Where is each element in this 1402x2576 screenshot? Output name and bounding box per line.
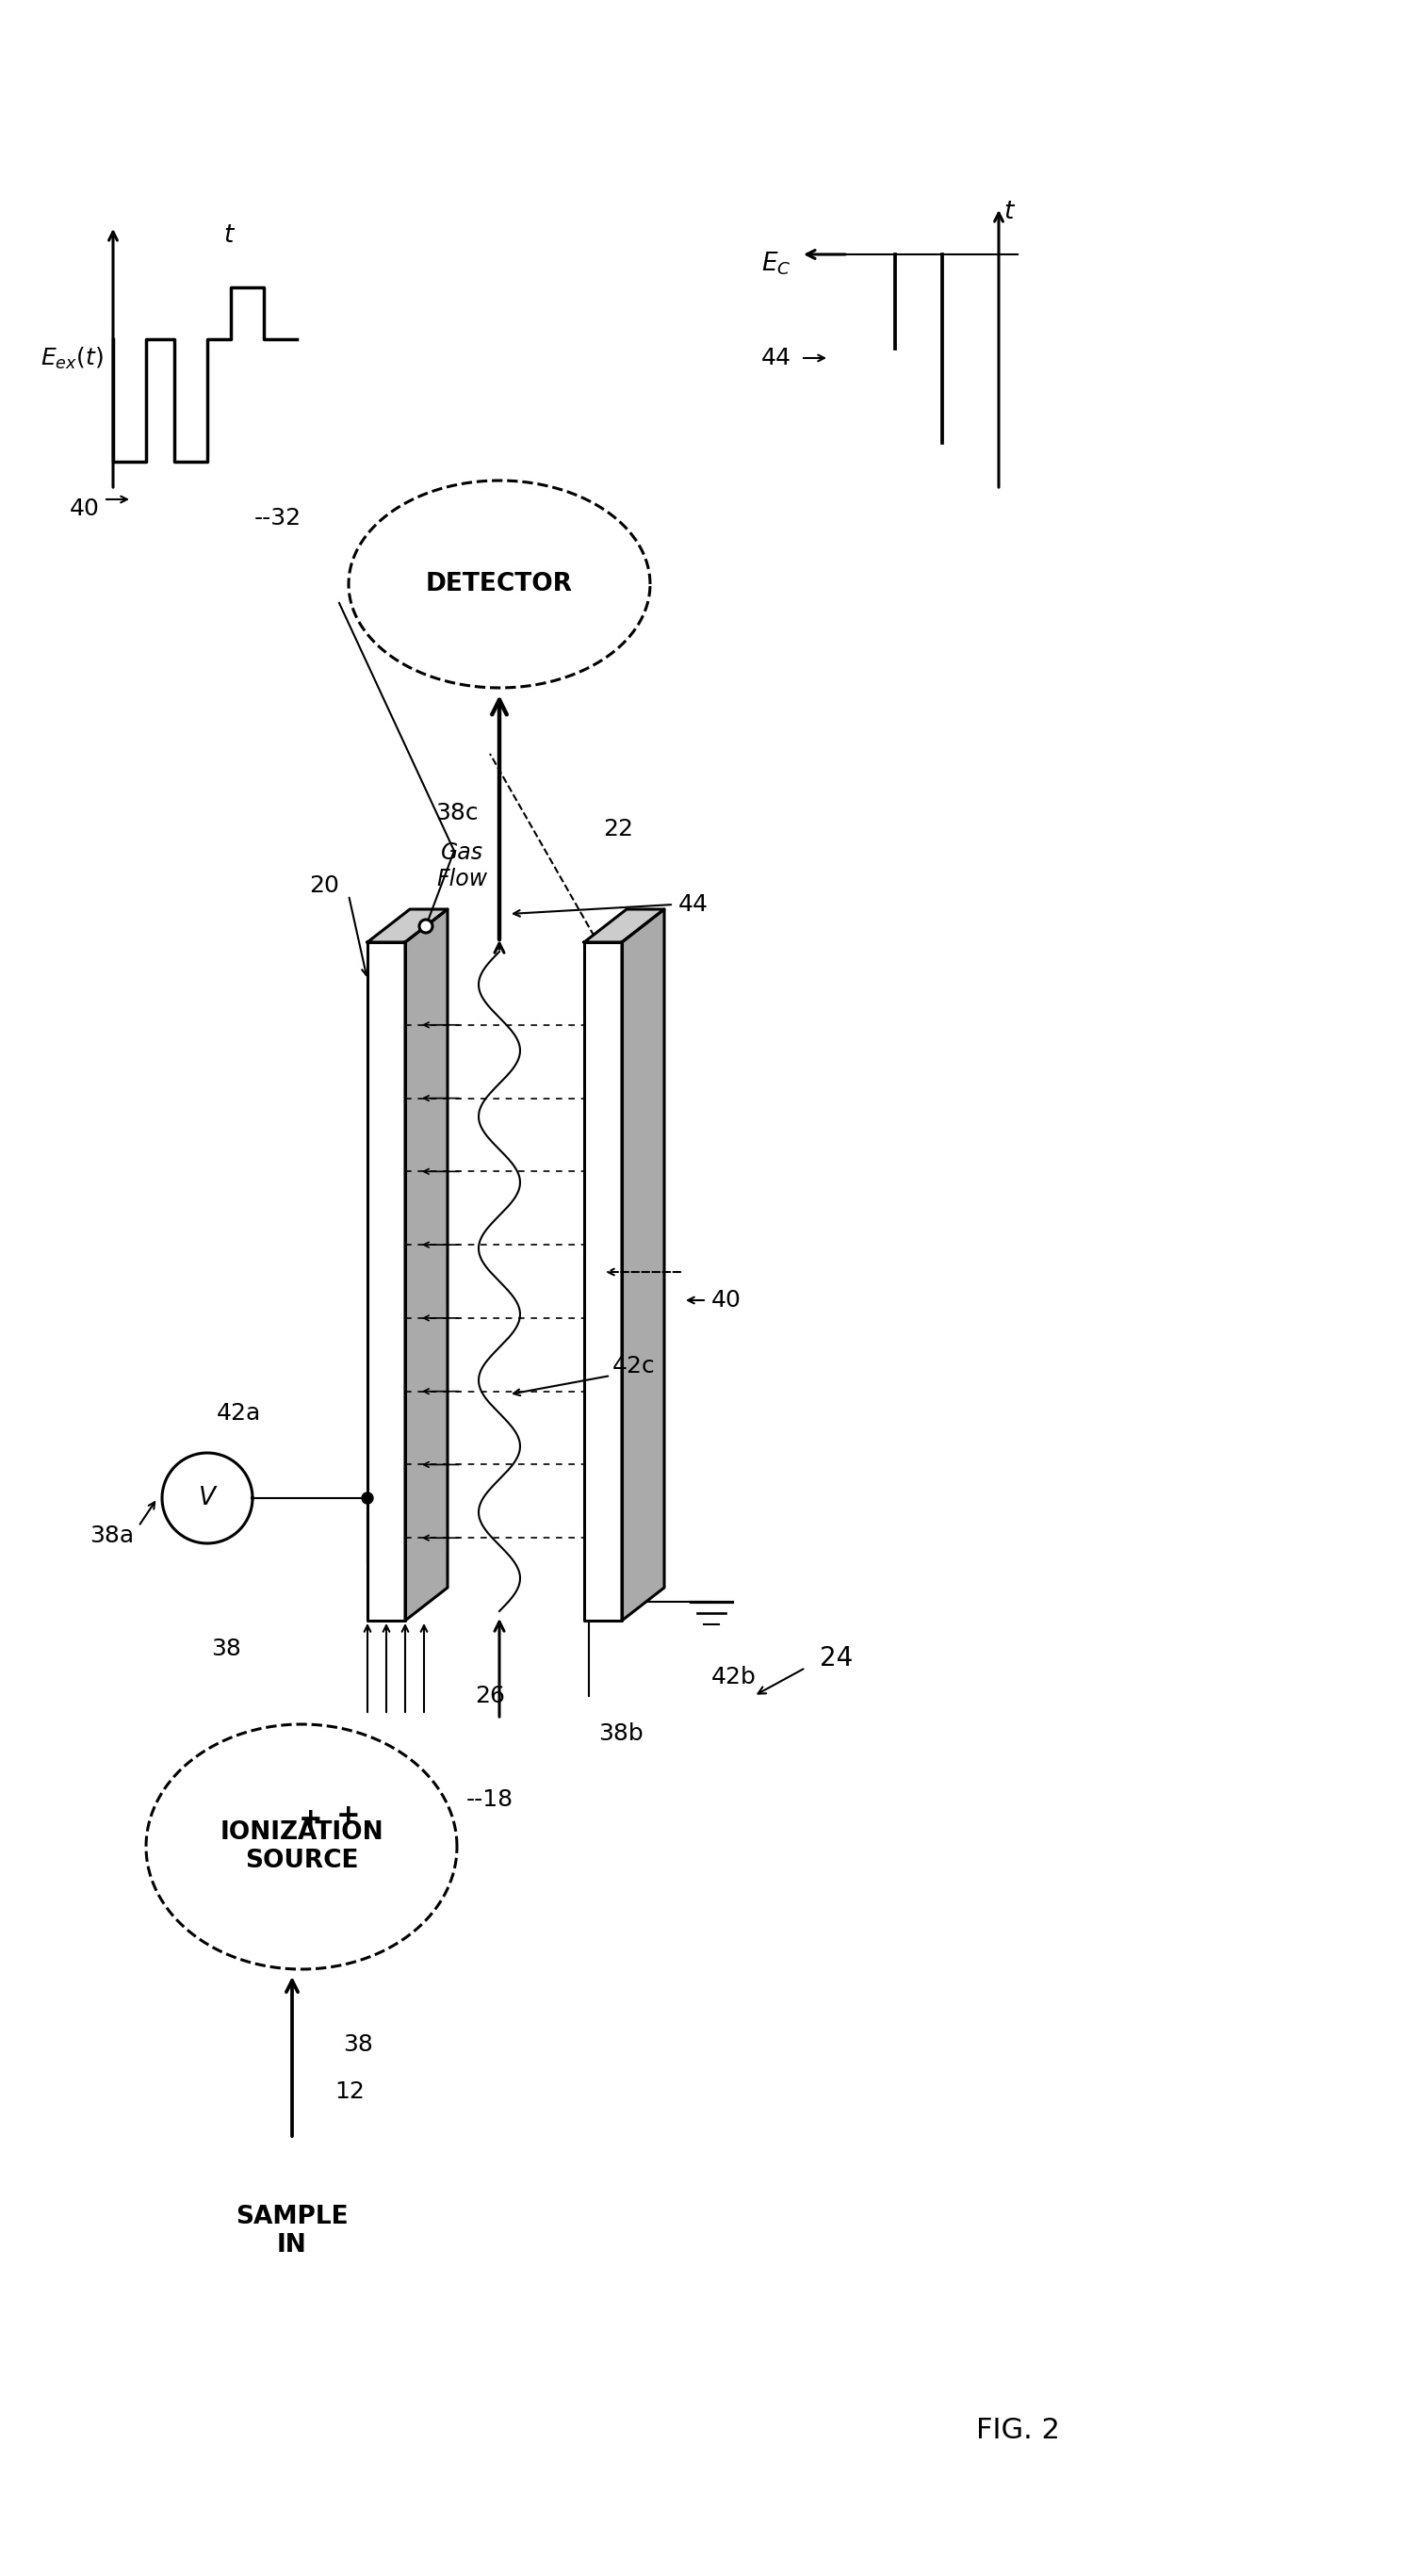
- Polygon shape: [349, 482, 651, 688]
- Circle shape: [362, 1492, 373, 1504]
- Text: $E_C$: $E_C$: [761, 250, 792, 278]
- Circle shape: [419, 920, 432, 933]
- Text: 42c: 42c: [613, 1355, 656, 1378]
- Text: 24: 24: [820, 1646, 852, 1672]
- Text: --18: --18: [467, 1788, 513, 1811]
- Text: SAMPLE
IN: SAMPLE IN: [236, 2205, 349, 2257]
- Polygon shape: [163, 1453, 252, 1543]
- Text: t: t: [223, 224, 233, 247]
- Text: 38a: 38a: [90, 1525, 133, 1548]
- Text: 22: 22: [603, 817, 634, 840]
- Text: 26: 26: [475, 1685, 505, 1708]
- Text: 38b: 38b: [599, 1723, 644, 1744]
- Text: 38: 38: [343, 2032, 373, 2056]
- Text: $E_{ex}(t)$: $E_{ex}(t)$: [41, 345, 104, 371]
- Text: V: V: [199, 1486, 216, 1510]
- Text: 40: 40: [711, 1288, 742, 1311]
- Text: 42b: 42b: [711, 1667, 757, 1687]
- Text: +: +: [336, 1803, 360, 1829]
- Polygon shape: [146, 1723, 457, 1968]
- Text: 38: 38: [212, 1638, 241, 1659]
- Text: IONIZATION
SOURCE: IONIZATION SOURCE: [220, 1821, 383, 1873]
- Polygon shape: [367, 909, 447, 943]
- Text: Gas
Flow: Gas Flow: [436, 842, 486, 891]
- Text: 40: 40: [70, 497, 100, 520]
- Text: 42a: 42a: [217, 1401, 261, 1425]
- Polygon shape: [367, 943, 405, 1620]
- Text: 12: 12: [335, 2081, 365, 2102]
- Text: 38c: 38c: [435, 801, 478, 824]
- Text: --32: --32: [254, 507, 301, 531]
- Text: t: t: [1004, 201, 1014, 224]
- Text: DETECTOR: DETECTOR: [426, 572, 573, 598]
- Polygon shape: [585, 943, 622, 1620]
- Polygon shape: [405, 909, 447, 1620]
- Text: +: +: [299, 1806, 322, 1834]
- Text: 44: 44: [761, 348, 792, 368]
- Text: FIG. 2: FIG. 2: [976, 2416, 1060, 2445]
- Polygon shape: [622, 909, 665, 1620]
- Polygon shape: [585, 909, 665, 943]
- Text: 20: 20: [310, 873, 339, 896]
- Text: 44: 44: [679, 894, 708, 917]
